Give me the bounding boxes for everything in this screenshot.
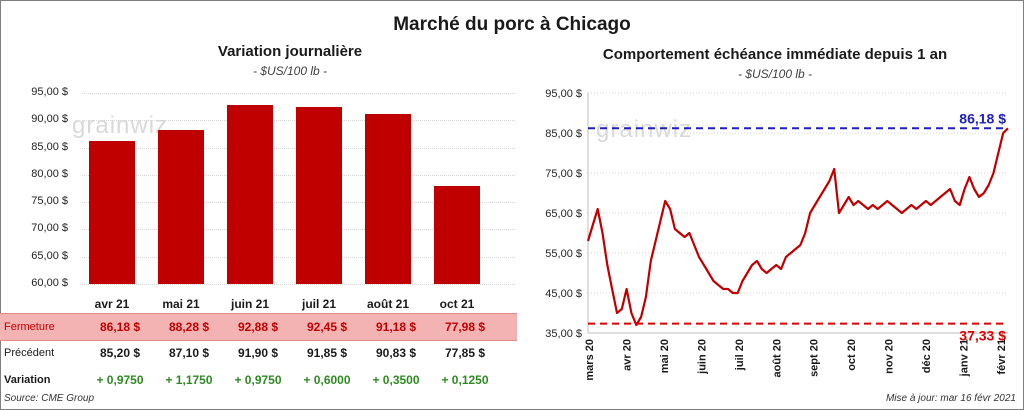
- x-date-label: mai 20: [659, 339, 671, 373]
- y-tick-label: 65,00 $: [31, 249, 68, 262]
- y-tick-label: 85,00 $: [31, 140, 68, 153]
- right-chart-unit: - $US/100 lb -: [737, 67, 813, 81]
- x-date-label: août 20: [771, 339, 783, 378]
- closing-value: 91,18 $: [375, 320, 417, 334]
- closing-value: 92,45 $: [306, 320, 348, 334]
- closing-value: 88,28 $: [168, 320, 210, 334]
- previous-value: 87,10 $: [168, 346, 210, 360]
- y-tick-label: 35,00 $: [545, 328, 582, 340]
- closing-row: Fermeture 86,18 $ 88,28 $ 92,88 $ 92,45 …: [0, 313, 517, 341]
- variation-value: + 0,1250: [441, 373, 489, 387]
- previous-value: 91,90 $: [237, 346, 279, 360]
- y-tick-label: 80,00 $: [31, 167, 68, 180]
- x-date-label: juil 20: [734, 339, 746, 371]
- x-category-label: avr 21: [94, 297, 130, 311]
- bar: [158, 129, 204, 284]
- variation-label: Variation: [4, 374, 51, 386]
- x-date-label: avr 20: [621, 339, 633, 371]
- variation-value: + 0,6000: [303, 373, 351, 387]
- bar: [227, 104, 273, 284]
- x-date-label: sept 20: [809, 339, 821, 377]
- y-tick-label: 95,00 $: [31, 86, 68, 98]
- x-category-label: juin 21: [230, 297, 269, 311]
- y-tick-label: 55,00 $: [545, 248, 582, 260]
- update-note: Mise à jour: mar 16 févr 2021: [885, 393, 1016, 404]
- y-tick-label: 75,00 $: [545, 168, 582, 180]
- y-tick-label: 85,00 $: [545, 128, 582, 140]
- x-category-label: août 21: [366, 297, 409, 311]
- variation-value: + 0,9750: [96, 373, 144, 387]
- previous-label: Précédent: [4, 347, 55, 359]
- x-date-label: oct 20: [846, 339, 858, 371]
- gridline: [82, 284, 515, 285]
- closing-value: 77,98 $: [444, 320, 486, 334]
- bar: [89, 141, 135, 284]
- variation-row: Variation + 0,9750 + 1,1750 + 0,9750 + 0…: [0, 367, 517, 393]
- high-reference-label: 86,18 $: [959, 110, 1006, 126]
- low-reference-label: 37,33 $: [959, 328, 1006, 344]
- right-watermark: grainwiz: [596, 116, 693, 143]
- bar: [365, 113, 411, 284]
- variation-value: + 0,9750: [234, 373, 282, 387]
- y-tick-label: 75,00 $: [31, 195, 68, 208]
- previous-value: 91,85 $: [306, 346, 348, 360]
- x-date-label: nov 20: [884, 339, 896, 374]
- y-tick-label: 90,00 $: [31, 113, 68, 126]
- x-category-label: juil 21: [301, 297, 336, 311]
- closing-label: Fermeture: [4, 321, 55, 333]
- x-date-label: mars 20: [584, 339, 596, 381]
- bar: [296, 106, 342, 284]
- y-tick-label: 45,00 $: [545, 288, 582, 300]
- closing-value: 86,18 $: [99, 320, 141, 334]
- x-date-label: juin 20: [696, 339, 708, 375]
- y-tick-label: 70,00 $: [31, 222, 68, 235]
- y-tick-label: 65,00 $: [545, 208, 582, 220]
- price-line: [586, 127, 1009, 327]
- x-category-label: mai 21: [162, 297, 200, 311]
- x-category-label: oct 21: [439, 297, 475, 311]
- right-chart-title: Comportement échéance immédiate depuis 1…: [602, 46, 948, 63]
- variation-value: + 1,1750: [165, 373, 213, 387]
- previous-row: Précédent 85,20 $ 87,10 $ 91,90 $ 91,85 …: [0, 340, 517, 366]
- bar: [434, 185, 480, 284]
- main-title: Marché du porc à Chicago: [393, 14, 631, 35]
- x-date-label: févr 21: [996, 339, 1008, 374]
- previous-value: 90,83 $: [375, 346, 417, 360]
- x-date-label: déc 20: [921, 339, 933, 373]
- left-chart-title: Variation journalière: [217, 43, 363, 60]
- previous-value: 85,20 $: [99, 346, 141, 360]
- gridline: [82, 93, 515, 94]
- variation-value: + 0,3500: [372, 373, 420, 387]
- left-chart-unit: - $US/100 lb -: [252, 64, 328, 78]
- source-note: Source: CME Group: [4, 393, 95, 404]
- closing-value: 92,88 $: [237, 320, 279, 334]
- left-watermark: grainwiz: [72, 112, 169, 139]
- x-date-label: janv 21: [959, 339, 971, 377]
- previous-value: 77,85 $: [444, 346, 486, 360]
- y-tick-label: 60,00 $: [31, 277, 68, 289]
- y-tick-label: 95,00 $: [545, 88, 582, 100]
